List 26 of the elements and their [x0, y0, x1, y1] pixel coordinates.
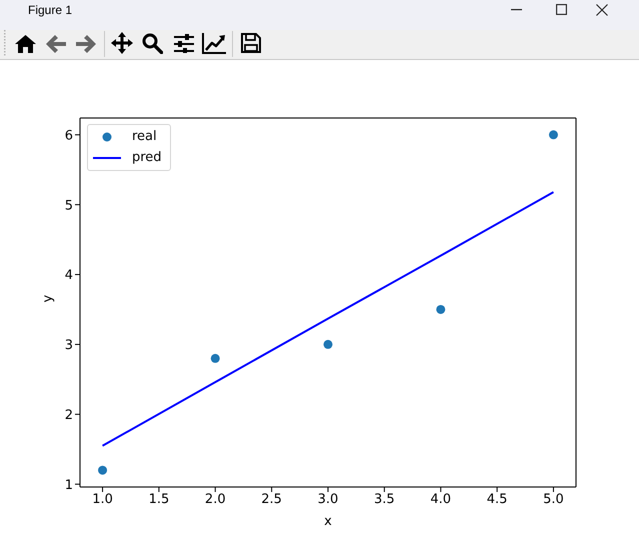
y-axis-title: y — [40, 294, 56, 302]
x-tick-label: 3.0 — [318, 492, 338, 508]
point — [548, 130, 558, 140]
point — [98, 466, 108, 475]
x-tick-label: 2.0 — [204, 492, 226, 508]
x-tick-label: 1.5 — [148, 492, 170, 508]
x-tick-label: 4.0 — [430, 492, 452, 508]
y-tick-label: 3 — [64, 338, 73, 354]
x-axis-title: x — [324, 514, 332, 529]
point — [324, 340, 332, 349]
x-tick-label: 5.0 — [543, 492, 564, 508]
x-tick-label: 2.5 — [261, 492, 282, 508]
x-tick-label: 4.5 — [486, 492, 508, 508]
legend-label: pred — [132, 150, 162, 165]
y-tick-label: 5 — [64, 198, 73, 214]
y-tick-label: 1 — [64, 478, 73, 493]
legend-label: real — [132, 129, 157, 144]
point — [210, 354, 220, 363]
y-tick-label: 2 — [64, 408, 73, 423]
x-tick-label: 3.5 — [374, 492, 395, 508]
caption: Figure 1 — [28, 3, 72, 17]
x-tick-label: 1.0 — [92, 492, 113, 508]
y-tick-label: 4 — [64, 268, 73, 284]
line-series — [102, 191, 554, 447]
point — [436, 304, 446, 314]
y-tick-label: 6 — [64, 128, 73, 144]
